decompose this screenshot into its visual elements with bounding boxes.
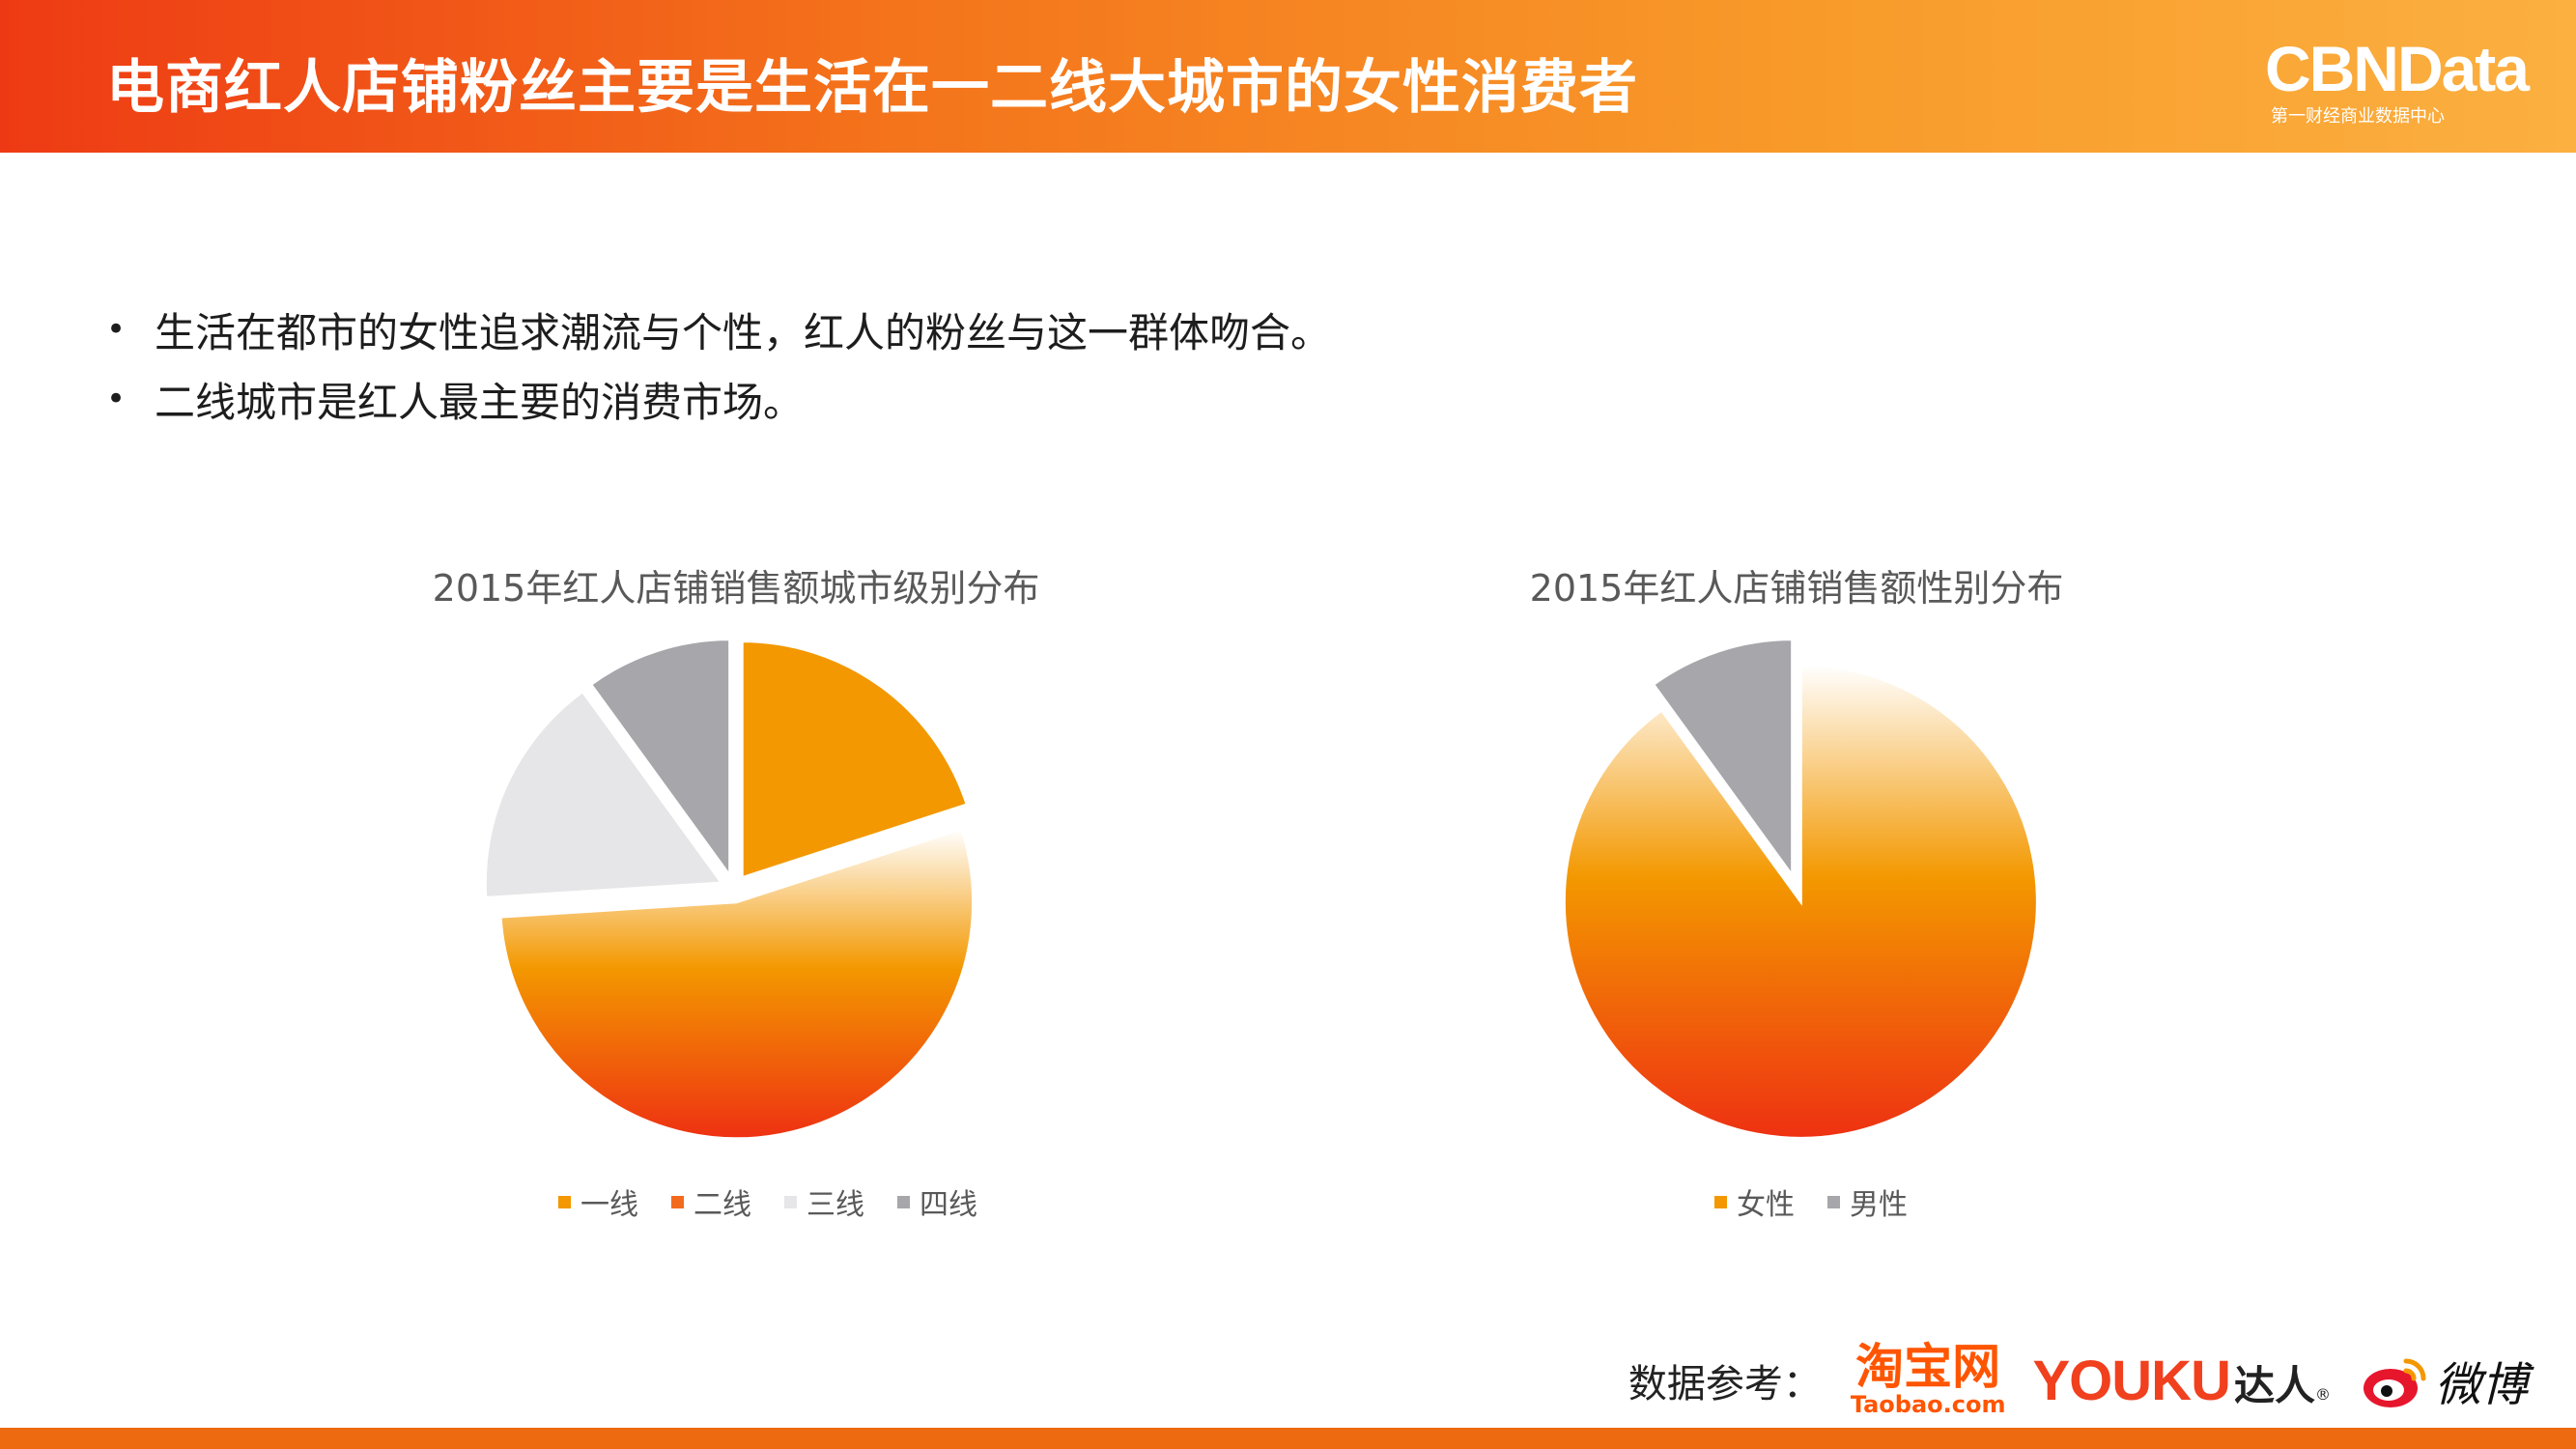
- legend-swatch: [1827, 1195, 1840, 1208]
- brand-subtitle: 第一财经商业数据中心: [2270, 106, 2445, 127]
- legend-swatch: [671, 1195, 684, 1208]
- youku-logo-cn: 达人: [2233, 1361, 2315, 1409]
- pie-slice-2: [1651, 638, 1795, 881]
- legend-swatch: [897, 1195, 910, 1208]
- chart-city-pie: [483, 638, 976, 1140]
- legend-label: 男性: [1850, 1188, 1908, 1222]
- bullet-text: 二线城市是红人最主要的消费市场。: [155, 378, 805, 426]
- pie-slice-2: [498, 827, 976, 1140]
- legend-swatch: [558, 1195, 571, 1208]
- brand-logo: CBNData 第一财经商业数据中心: [2264, 33, 2530, 128]
- legend-label: 一线: [580, 1188, 638, 1222]
- bullet-item: • 二线城市是红人最主要的消费市场。: [106, 364, 1331, 434]
- taobao-logo: 淘宝网 Taobao.com: [1851, 1343, 2006, 1418]
- chart-city-legend: 一线 二线 三线 四线: [558, 1180, 1010, 1223]
- legend-item: 四线: [897, 1180, 977, 1223]
- legend-label: 二线: [694, 1188, 751, 1222]
- chart-city-title: 2015年红人店铺销售额城市级别分布: [432, 567, 1040, 610]
- pie-slice-1: [740, 639, 970, 880]
- legend-label: 四线: [920, 1188, 977, 1222]
- weibo-text: 微博: [2434, 1358, 2528, 1412]
- data-sources: 数据参考： 淘宝网 Taobao.com YOUKU 达人 ® 微博: [1628, 1343, 2528, 1418]
- footer-bar: [0, 1428, 2576, 1449]
- legend-swatch: [1714, 1195, 1727, 1208]
- bullet-list: • 生活在都市的女性追求潮流与个性，红人的粉丝与这一群体吻合。 • 二线城市是红…: [106, 295, 1331, 434]
- legend-item: 二线: [671, 1180, 751, 1223]
- youku-logo: YOUKU 达人 ®: [2033, 1349, 2331, 1413]
- bullet-marker: •: [106, 310, 127, 349]
- taobao-logo-en: Taobao.com: [1850, 1391, 2006, 1418]
- taobao-logo-cn: 淘宝网: [1855, 1339, 2001, 1395]
- chart-gender-legend: 女性 男性: [1714, 1180, 1940, 1223]
- bullet-marker: •: [106, 380, 127, 418]
- bullet-text: 生活在都市的女性追求潮流与个性，红人的粉丝与这一群体吻合。: [155, 308, 1332, 356]
- pie-slice-4: [588, 638, 732, 881]
- legend-item: 一线: [558, 1180, 638, 1223]
- brand-name: CBNData: [2264, 33, 2530, 104]
- weibo-icon: [2363, 1358, 2426, 1407]
- legend-item: 三线: [784, 1180, 864, 1223]
- pie-slice-1: [1562, 663, 2039, 1140]
- chart-gender-title: 2015年红人店铺销售额性别分布: [1529, 567, 2064, 610]
- legend-item: 男性: [1827, 1180, 1908, 1223]
- legend-label: 三线: [807, 1188, 864, 1222]
- youku-logo-en: YOUKU: [2032, 1349, 2231, 1412]
- youku-registered: ®: [2314, 1384, 2331, 1404]
- bullet-item: • 生活在都市的女性追求潮流与个性，红人的粉丝与这一群体吻合。: [106, 295, 1331, 364]
- legend-swatch: [784, 1195, 797, 1208]
- legend-item: 女性: [1714, 1180, 1795, 1223]
- sources-label: 数据参考：: [1628, 1362, 1822, 1406]
- page-title: 电商红人店铺粉丝主要是生活在一二线大城市的女性消费者: [106, 54, 1638, 122]
- chart-gender-pie: [1562, 638, 2039, 1140]
- header-bar: 电商红人店铺粉丝主要是生活在一二线大城市的女性消费者 CBNData 第一财经商…: [0, 0, 2576, 153]
- weibo-logo: 微博: [2360, 1347, 2528, 1414]
- legend-label: 女性: [1737, 1188, 1795, 1222]
- pie-slice-3: [483, 689, 725, 900]
